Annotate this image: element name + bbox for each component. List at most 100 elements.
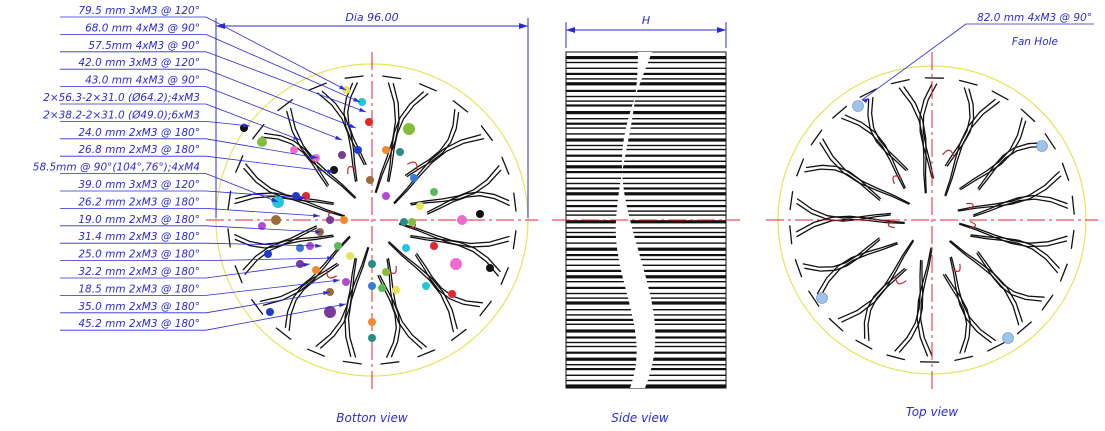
top-fin-root [968,220,977,229]
bottom-view [206,52,538,392]
mounting-hole [392,286,400,294]
mounting-hole [368,318,376,326]
mounting-hole [382,146,390,154]
mounting-hole [334,242,342,250]
mounting-hole [396,148,404,156]
top-fin-cap [828,317,844,332]
callout-text: 2×56.3-2×31.0 (Ø64.2);4xM3 [43,92,200,104]
mounting-hole [271,215,281,225]
mounting-hole [302,192,310,200]
bottom-fin [234,227,318,249]
callout-19: 45.2 mm 2xM3 @ 180° [60,303,347,331]
top-fin-edge [970,235,1059,274]
bottom-fin-edge [263,132,330,186]
callout-7: 2×38.2-2×31.0 (Ø49.0);6xM3 [43,109,251,128]
top-fin-edge [795,215,905,233]
side-view-fin-plate [566,127,726,129]
top-fin-edge [844,114,906,189]
bottom-fin-cap [308,82,327,91]
top-fin [944,87,971,167]
top-fin-cap [1020,108,1036,123]
mounting-hole [338,151,346,159]
side-view-fin-plate [566,269,726,272]
bottom-fin-edge [242,234,334,271]
side-view-fin-plate [566,148,726,151]
bottom-fin-cap [235,155,244,173]
top-fin-edge [978,145,1048,191]
bottom-fin [399,222,510,245]
bottom-fin-edge [284,262,338,329]
top-fin-edge [870,96,909,171]
top-fin [973,194,1068,216]
callout-5: 43.0 mm 4xM3 @ 90° [60,75,343,141]
side-view-fin-plate [566,182,726,185]
bottom-fin-cap [451,328,467,341]
side-view-label: Side view [611,411,669,425]
side-view-fin-plate [566,187,726,190]
top-fin-edge [816,242,898,295]
callout-text: 25.0 mm 2xM3 @ 180° [78,249,200,261]
top-fin-cap [810,129,823,146]
fan-hole [852,100,864,112]
top-view-label: Top view [906,405,958,419]
bottom-fin-root [326,268,337,279]
fan-hole-callout-size: 82.0 mm 4xM3 @ 90° [977,12,1092,24]
bottom-fin-edge [393,138,485,205]
top-fin [804,168,881,201]
callout-text: 31.4 mm 2xM3 @ 180° [78,231,200,243]
top-fin [841,117,905,190]
top-fin-cap [1059,263,1068,282]
callout-17: 18.5 mm 2xM3 @ 180° [60,278,341,296]
top-fin-cap [794,259,803,278]
callout-list: 79.5 mm 3xM3 @ 120° 68.0 mm 4xM3 @ 90° 57.… [33,5,367,331]
side-view-fin-plate [566,160,726,162]
bottom-fin-cap [252,123,265,140]
callout-9: 26.8 mm 2xM3 @ 180° [60,144,335,174]
callout-text: 24.0 mm 2xM3 @ 180° [78,127,200,139]
bottom-fin-cap [344,75,364,79]
top-fin-cap [991,90,1009,101]
fan-hole-callout: 82.0 mm 4xM3 @ 90° Fan Hole [861,12,1094,103]
bottom-fin-cap [513,192,517,212]
side-view-fin-plate [566,384,726,388]
bottom-fin [426,191,510,213]
mounting-hole [290,146,298,154]
mounting-hole [366,176,374,184]
side-view-fin-plate [566,122,726,125]
top-fin [919,83,933,179]
bottom-fin-edge [234,225,317,245]
side-view-fin-plate [566,275,726,279]
height-label: H [642,14,650,27]
bottom-fin [374,82,397,193]
bottom-fin [243,167,334,206]
top-fin [949,240,1023,323]
callout-text: 57.5mm 4xM3 @ 90° [88,40,200,52]
top-fin [819,142,910,205]
side-view-fin-plate [566,165,726,169]
side-view-fin-plate [566,89,726,92]
mounting-hole [330,166,338,174]
mounting-hole [342,278,350,286]
callout-14: 31.4 mm 2xM3 @ 180° [60,231,323,248]
mounting-hole [448,290,456,298]
diameter-dimension: Dia 96.00 [215,11,529,218]
side-view-heatpipe-slot [615,52,656,388]
bottom-fin-cap [380,361,400,365]
top-fin-cap [987,342,1005,352]
callout-12: 26.2 mm 2xM3 @ 180° [60,196,321,218]
height-dimension: H [565,14,727,48]
bottom-fin [388,241,458,330]
mounting-hole [476,210,484,218]
callout-1: 79.5 mm 3xM3 @ 120° [60,5,347,91]
side-view-fin-plate [566,177,726,179]
top-fin-edge [946,88,975,167]
bottom-fin-cap [480,125,493,141]
top-fin-cap [1044,133,1056,150]
top-fin-cap [789,225,793,245]
top-view-fan-holes [816,100,1048,344]
top-fin [898,260,924,353]
callout-18: 35.0 mm 2xM3 @ 180° [60,291,331,314]
bottom-fin-root [347,165,357,175]
top-fin-edge [942,274,968,354]
callout-text: 68.0 mm 4xM3 @ 90° [85,22,200,34]
